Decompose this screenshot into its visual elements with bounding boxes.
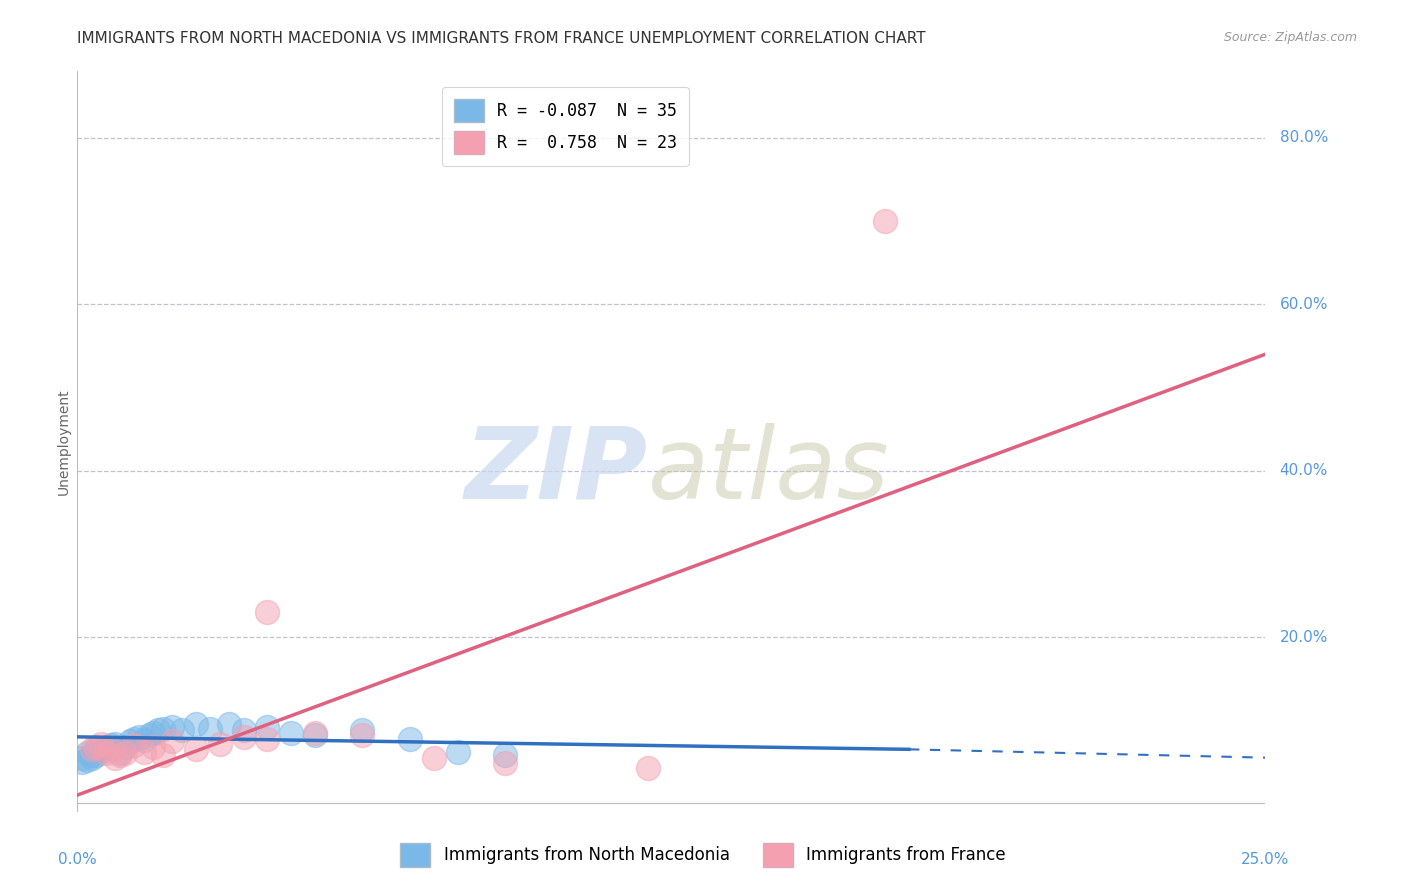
Point [114, 739, 136, 754]
Point [304, 725, 326, 739]
Point [94, 747, 117, 761]
Point [423, 750, 446, 764]
Y-axis label: Unemployment: Unemployment [56, 388, 70, 495]
Point [128, 730, 150, 744]
Text: 20.0%: 20.0% [1279, 630, 1329, 645]
Point [76, 753, 98, 767]
Point [86, 739, 108, 754]
Point [152, 722, 174, 736]
Point [86, 748, 108, 763]
Point [86, 742, 108, 756]
Point [446, 745, 468, 759]
Point [146, 723, 169, 738]
Point [132, 733, 155, 747]
Legend: Immigrants from North Macedonia, Immigrants from France: Immigrants from North Macedonia, Immigra… [391, 833, 1015, 877]
Text: 0.0%: 0.0% [58, 853, 97, 867]
Point [104, 737, 127, 751]
Point [108, 747, 131, 761]
Text: Source: ZipAtlas.com: Source: ZipAtlas.com [1223, 31, 1357, 45]
Text: 40.0%: 40.0% [1279, 463, 1329, 478]
Legend: R = -0.087  N = 35, R =  0.758  N = 23: R = -0.087 N = 35, R = 0.758 N = 23 [441, 87, 689, 166]
Point [80, 750, 103, 764]
Point [152, 748, 174, 763]
Point [80, 742, 103, 756]
Point [232, 723, 254, 738]
Point [280, 725, 302, 739]
Point [132, 745, 155, 759]
Point [124, 738, 146, 752]
Text: ZIP: ZIP [464, 423, 648, 520]
Point [70, 750, 93, 764]
Point [142, 725, 165, 739]
Point [208, 737, 231, 751]
Point [100, 738, 122, 752]
Point [170, 723, 193, 738]
Point [232, 730, 254, 744]
Point [352, 723, 374, 738]
Text: atlas: atlas [648, 423, 889, 520]
Point [138, 728, 160, 742]
Point [162, 720, 184, 734]
Point [352, 728, 374, 742]
Point [124, 731, 146, 746]
Point [186, 742, 208, 756]
Point [304, 728, 326, 742]
Text: IMMIGRANTS FROM NORTH MACEDONIA VS IMMIGRANTS FROM FRANCE UNEMPLOYMENT CORRELATI: IMMIGRANTS FROM NORTH MACEDONIA VS IMMIG… [77, 31, 927, 46]
Point [142, 739, 165, 754]
Point [90, 737, 112, 751]
Point [494, 748, 516, 763]
Text: 60.0%: 60.0% [1279, 297, 1329, 312]
Point [494, 756, 516, 771]
Point [218, 717, 240, 731]
Point [114, 747, 136, 761]
Point [76, 747, 98, 761]
Text: 25.0%: 25.0% [1241, 853, 1289, 867]
Point [118, 734, 141, 748]
Point [80, 748, 103, 763]
Text: 80.0%: 80.0% [1279, 130, 1329, 145]
Point [104, 750, 127, 764]
Point [637, 762, 659, 776]
Point [399, 731, 422, 746]
Point [200, 722, 222, 736]
Point [256, 731, 278, 746]
Point [256, 605, 278, 619]
Point [186, 717, 208, 731]
Point [108, 748, 131, 763]
Point [256, 720, 278, 734]
Point [100, 742, 122, 756]
Point [70, 755, 93, 769]
Point [90, 745, 112, 759]
Point [94, 739, 117, 754]
Point [162, 734, 184, 748]
Point [875, 214, 897, 228]
